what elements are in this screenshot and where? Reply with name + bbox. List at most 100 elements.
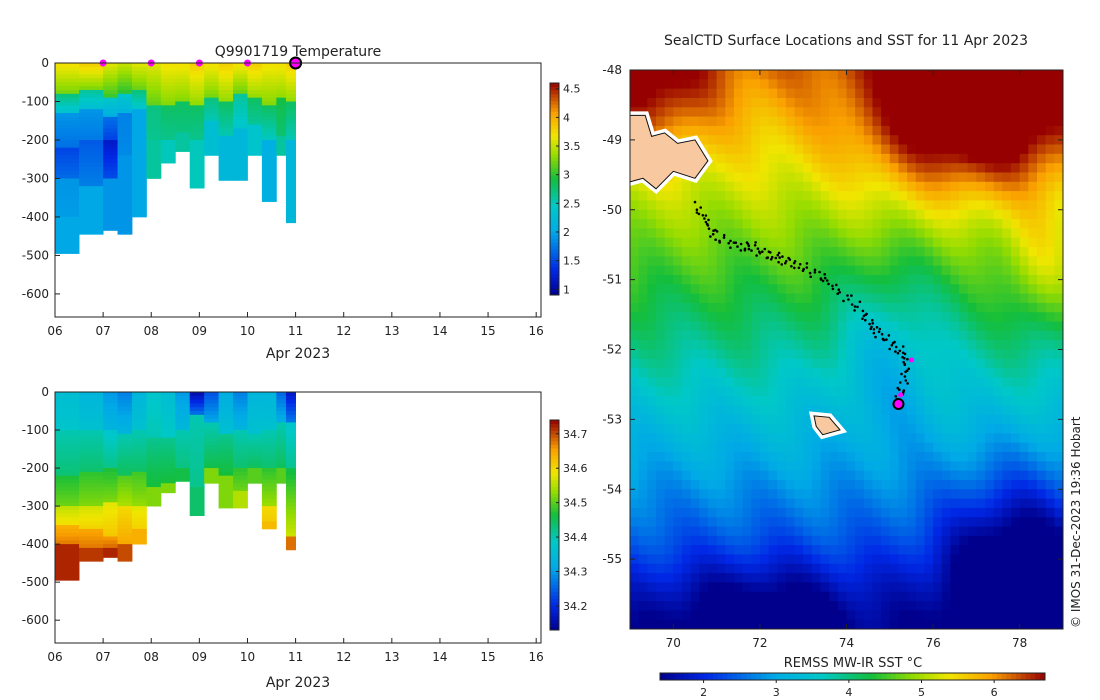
sst-cell bbox=[915, 302, 925, 313]
sst-cell bbox=[725, 200, 735, 211]
sst-cell bbox=[820, 321, 830, 332]
section-cell bbox=[131, 174, 147, 179]
sst-cell bbox=[716, 256, 726, 267]
sst-cell bbox=[733, 433, 743, 444]
sst-cell bbox=[768, 377, 778, 388]
sst-cell bbox=[655, 489, 666, 499]
sst-cell bbox=[820, 563, 830, 574]
track-point bbox=[781, 255, 784, 258]
section-cell bbox=[79, 411, 104, 416]
section-cell bbox=[55, 471, 80, 477]
sst-cell bbox=[950, 414, 960, 425]
sst-cell bbox=[837, 563, 847, 574]
sst-cell bbox=[950, 116, 960, 127]
sst-cell bbox=[803, 601, 813, 611]
sst-cell bbox=[881, 125, 891, 136]
sst-cell bbox=[1037, 591, 1047, 602]
sst-cell bbox=[898, 442, 908, 453]
sst-cell bbox=[742, 461, 752, 472]
sst-cell bbox=[1002, 610, 1012, 621]
sst-cell bbox=[725, 70, 735, 80]
sst-cell bbox=[647, 442, 657, 453]
section-cell bbox=[79, 509, 104, 515]
colorbar-segment bbox=[550, 507, 559, 512]
track-point bbox=[704, 214, 708, 217]
section-cell bbox=[175, 93, 191, 99]
section-cell bbox=[160, 109, 176, 114]
section-cell bbox=[285, 437, 296, 442]
sst-cell bbox=[1045, 451, 1055, 462]
section-cell bbox=[233, 82, 248, 87]
sst-cell bbox=[681, 219, 692, 229]
section-cell bbox=[247, 113, 263, 118]
sst-cell bbox=[768, 274, 778, 285]
colorbar-segment bbox=[550, 535, 559, 540]
section-cell bbox=[146, 403, 162, 408]
sst-cell bbox=[846, 554, 856, 565]
sst-cell bbox=[846, 563, 856, 574]
sst-cell bbox=[863, 153, 873, 164]
sst-cell bbox=[777, 396, 787, 406]
sst-cell bbox=[924, 563, 934, 574]
sst-cell bbox=[742, 396, 752, 406]
sst-cell bbox=[898, 330, 908, 341]
colorbar-segment bbox=[550, 104, 559, 109]
section-cell bbox=[285, 430, 296, 435]
sst-cell bbox=[1019, 610, 1029, 621]
section-cell bbox=[261, 155, 277, 160]
sst-cell bbox=[898, 181, 908, 192]
colorbar-segment bbox=[550, 497, 559, 501]
sst-cell bbox=[673, 563, 683, 574]
section-cell bbox=[261, 525, 277, 530]
sst-cell bbox=[941, 368, 951, 378]
section-cell bbox=[160, 475, 176, 480]
section-cell bbox=[247, 143, 263, 149]
section-cell bbox=[55, 101, 80, 106]
section-cell bbox=[117, 449, 133, 454]
map-title: SealCTD Surface Locations and SST for 11… bbox=[664, 33, 1028, 49]
sst-cell bbox=[733, 284, 743, 294]
sst-cell bbox=[881, 274, 891, 285]
sst-cell bbox=[716, 163, 726, 173]
sst-cell bbox=[976, 153, 986, 164]
sst-cell bbox=[941, 228, 951, 239]
sst-cell bbox=[768, 619, 778, 630]
sst-cell bbox=[759, 116, 769, 127]
section-cell bbox=[233, 66, 248, 72]
sst-cell bbox=[1019, 265, 1029, 276]
sst-cell bbox=[950, 442, 960, 453]
sst-cell bbox=[976, 247, 986, 257]
sst-cell bbox=[716, 554, 726, 565]
section-cell bbox=[261, 430, 277, 435]
sst-cell bbox=[898, 144, 908, 155]
sst-cell bbox=[1011, 107, 1021, 117]
sst-cell bbox=[846, 181, 856, 192]
section-cell bbox=[55, 532, 80, 537]
section-cell bbox=[79, 174, 104, 179]
section-cell bbox=[55, 430, 80, 435]
section-cell bbox=[189, 414, 205, 420]
section-cell bbox=[117, 422, 133, 427]
section-cell bbox=[276, 426, 287, 431]
sst-cell bbox=[950, 163, 960, 173]
sst-cell bbox=[742, 302, 752, 313]
section-cell bbox=[117, 441, 133, 446]
sst-cell bbox=[647, 293, 657, 304]
sst-cell bbox=[751, 582, 761, 593]
section-cell bbox=[204, 471, 220, 477]
sst-cell bbox=[907, 247, 917, 257]
sst-cell bbox=[846, 163, 856, 173]
sst-cell bbox=[1054, 405, 1064, 416]
sst-cell bbox=[630, 181, 640, 192]
sst-cell bbox=[803, 358, 813, 369]
sst-cell bbox=[967, 163, 977, 173]
sst-cell bbox=[655, 116, 666, 127]
sst-cell bbox=[716, 433, 726, 444]
section-cell bbox=[79, 215, 104, 220]
track-point bbox=[758, 250, 761, 253]
section-cell bbox=[131, 120, 147, 125]
sst-cell bbox=[1002, 88, 1012, 99]
section-cell bbox=[247, 479, 263, 484]
sst-cell bbox=[759, 479, 769, 490]
section-cell bbox=[261, 159, 277, 164]
